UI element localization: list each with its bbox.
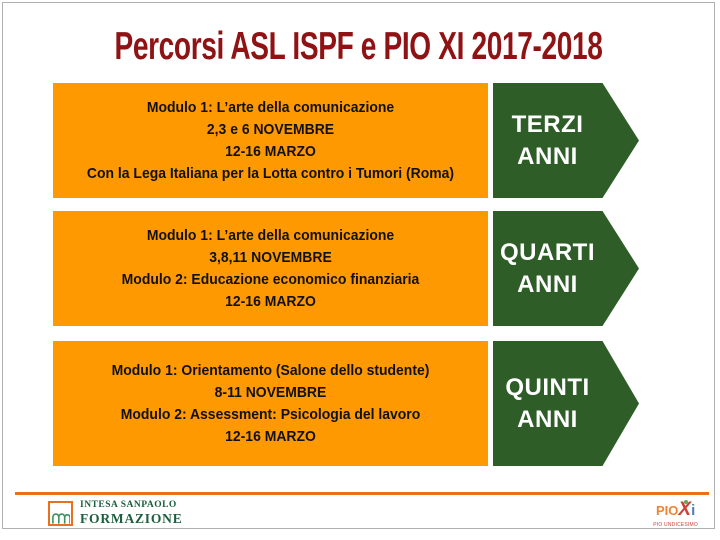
program-row-quinti: Modulo 1: Orientamento (Salone dello stu… (53, 341, 639, 466)
year-arrow-quarti: QUARTI ANNI (493, 211, 639, 326)
intesa-sanpaolo-logo: INTESA SANPAOLO FORMAZIONE (48, 500, 183, 526)
arrow-label-line: TERZI (511, 110, 584, 138)
arrow-label-line: ANNI (517, 405, 578, 433)
arrow-label-line: ANNI (517, 142, 578, 170)
pio-letter-o: O (668, 503, 679, 518)
arrow-label-line: ANNI (517, 270, 578, 298)
intesa-logo-line2: FORMAZIONE (80, 511, 183, 526)
pio-letter-i: i (691, 502, 696, 519)
program-row-quarti: Modulo 1: L’arte della comunicazione 3,8… (53, 211, 639, 326)
program-line: Modulo 1: Orientamento (Salone dello stu… (111, 361, 430, 379)
footer-divider (15, 492, 709, 495)
arrow-label-line: QUINTI (505, 373, 590, 401)
program-line: Con la Lega Italiana per la Lotta contro… (86, 164, 455, 182)
program-box-quarti: Modulo 1: L’arte della comunicazione 3,8… (53, 211, 488, 326)
program-row-terzi: Modulo 1: L’arte della comunicazione 2,3… (53, 83, 639, 198)
year-arrow-quinti: QUINTI ANNI (493, 341, 639, 466)
intesa-arches-icon (48, 500, 73, 526)
pio-xi-logo: PIOXi PIO UNDICESIMO (653, 500, 698, 529)
pio-xi-wordmark: PIOXi (653, 500, 698, 521)
program-line: 2,3 e 6 NOVEMBRE (206, 120, 335, 138)
program-line: 3,8,11 NOVEMBRE (209, 248, 332, 266)
pio-xi-caption: PIO UNDICESIMO (653, 522, 698, 528)
intesa-logo-text: INTESA SANPAOLO FORMAZIONE (80, 500, 183, 526)
program-line: Modulo 1: L’arte della comunicazione (146, 98, 395, 116)
arrow-label-line: QUARTI (500, 238, 595, 266)
program-line: Modulo 1: L’arte della comunicazione (146, 226, 395, 244)
pio-person-head-icon (684, 500, 688, 504)
intesa-logo-line1: INTESA SANPAOLO (80, 500, 177, 510)
program-box-terzi: Modulo 1: L’arte della comunicazione 2,3… (53, 83, 488, 198)
slide: Percorsi ASL ISPF e PIO XI 2017-2018 Mod… (2, 2, 715, 529)
pio-letters-pi: PI (655, 503, 669, 518)
year-arrow-terzi: TERZI ANNI (493, 83, 639, 198)
program-line: Modulo 2: Educazione economico finanziar… (121, 270, 420, 288)
page-title: Percorsi ASL ISPF e PIO XI 2017-2018 (114, 25, 603, 68)
program-box-quinti: Modulo 1: Orientamento (Salone dello stu… (53, 341, 488, 466)
pio-letter-x: X (678, 499, 692, 520)
program-line: 12-16 MARZO (225, 292, 316, 310)
program-line: Modulo 2: Assessment: Psicologia del lav… (120, 405, 421, 423)
program-line: 12-16 MARZO (225, 427, 316, 445)
program-line: 12-16 MARZO (225, 142, 316, 160)
program-line: 8-11 NOVEMBRE (214, 383, 327, 401)
